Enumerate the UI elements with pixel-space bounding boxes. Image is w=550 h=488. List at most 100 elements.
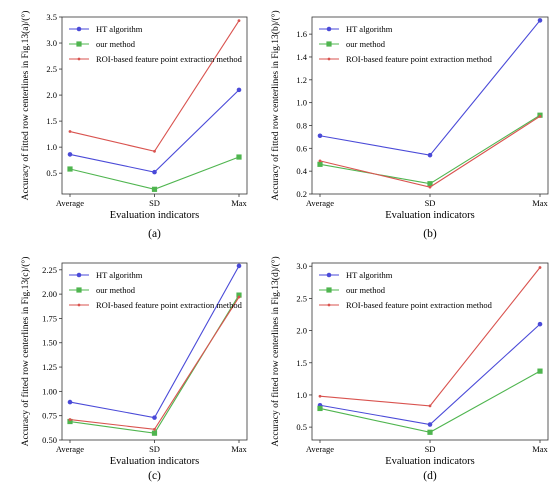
data-point-ht [427, 422, 433, 427]
data-point-ht [537, 18, 543, 23]
data-point-ours [151, 430, 158, 436]
legend-marker-ours [76, 41, 82, 47]
legend-label-ht: HT algorithm [96, 24, 143, 34]
x-tick-label: Max [231, 444, 247, 454]
y-tick-label: 1.6 [296, 29, 307, 39]
data-point-roi [538, 114, 542, 118]
y-tick-label: 0.6 [296, 143, 307, 153]
x-axis-label: Evaluation indicators [385, 210, 475, 221]
data-point-ours [67, 166, 73, 172]
legend-label-roi: ROI-based feature point extraction metho… [346, 54, 493, 64]
data-point-roi [153, 149, 156, 153]
data-point-ours [427, 181, 433, 187]
x-tick-label: Max [532, 198, 548, 208]
legend-label-ht: HT algorithm [346, 24, 393, 34]
panel-caption: (d) [423, 470, 437, 482]
legend-label-ours: our method [346, 285, 386, 295]
data-point-roi [318, 394, 322, 398]
x-axis-label: Evaluation indicators [110, 210, 200, 221]
data-point-roi [237, 19, 241, 23]
legend-marker-ours [326, 41, 332, 47]
panel-caption: (c) [148, 470, 161, 482]
data-point-ours [317, 405, 323, 412]
x-axis-label: Evaluation indicators [110, 456, 200, 467]
y-tick-label: 2.0 [46, 90, 57, 100]
data-point-roi [318, 159, 322, 163]
y-tick-label: 1.4 [296, 52, 307, 62]
x-tick-label: Average [56, 198, 84, 208]
data-point-ht [67, 399, 73, 405]
data-point-ht [67, 152, 73, 157]
x-tick-label: Average [56, 444, 84, 454]
panel-caption: (a) [148, 228, 161, 240]
y-axis-label: Accuracy of fitted row centerlines in Fi… [20, 11, 31, 201]
y-axis-label: Accuracy of fitted row centerlines in Fi… [20, 257, 31, 447]
y-tick-label: 3.0 [46, 38, 57, 48]
y-tick-label: 1.0 [296, 390, 307, 400]
y-tick-label: 0.50 [42, 435, 57, 445]
data-point-ours [236, 154, 242, 160]
data-point-roi [428, 185, 432, 189]
x-tick-label: SD [425, 198, 436, 208]
y-tick-label: 2.0 [296, 326, 307, 336]
data-point-ht [537, 321, 543, 327]
legend-label-ours: our method [96, 39, 136, 49]
data-point-ht [152, 169, 157, 175]
y-tick-label: 0.4 [296, 166, 307, 176]
legend: HT algorithm our method ROI-based feature … [319, 270, 493, 310]
y-tick-label: 0.5 [296, 422, 307, 432]
legend-marker-ht [76, 26, 82, 32]
legend-marker-roi [327, 303, 331, 307]
y-tick-label: 0.75 [42, 411, 57, 421]
data-point-ours [151, 186, 158, 192]
y-tick-label: 1.75 [42, 313, 57, 323]
data-point-ht [152, 415, 157, 420]
legend-marker-ours [76, 287, 82, 293]
legend-label-ht: HT algorithm [96, 270, 143, 280]
panels: 0.5 1.0 1.5 2.0 2.5 3.0 3.5 Average SD Max Evaluat… [20, 10, 549, 482]
y-axis-label: Accuracy of fitted row centerlines in Fi… [270, 256, 281, 446]
legend-marker-ht [326, 272, 332, 278]
legend-marker-roi [77, 57, 81, 61]
data-point-roi [428, 404, 432, 408]
data-point-roi [237, 295, 241, 299]
legend: HT algorithm our method ROI-based feature … [69, 270, 243, 310]
legend: HT algorithm our method ROI-based feature … [319, 24, 493, 64]
data-point-ours [236, 292, 242, 298]
data-point-roi [538, 266, 542, 269]
y-tick-label: 0.2 [296, 189, 307, 199]
y-tick-label: 2.5 [296, 293, 307, 303]
y-tick-label: 2.5 [46, 64, 57, 74]
data-point-roi [68, 130, 72, 133]
legend-marker-ours [326, 287, 332, 293]
x-tick-label: Max [532, 444, 548, 454]
x-tick-label: SD [149, 444, 160, 454]
legend-marker-roi [327, 57, 331, 61]
legend-marker-ht [76, 272, 82, 278]
legend-label-roi: ROI-based feature point extraction metho… [346, 300, 493, 310]
legend-label-ht: HT algorithm [346, 270, 393, 280]
y-tick-label: 0.8 [296, 120, 307, 130]
legend: HT algorithm our method ROI-based feature … [69, 24, 243, 64]
chart-panel-1: 0.5 1.0 1.5 2.0 2.5 3.0 3.5 Average SD Max Evaluat… [20, 11, 248, 240]
y-tick-label: 1.0 [46, 142, 57, 152]
y-tick-label: 0.5 [46, 168, 57, 178]
legend-label-roi: ROI-based feature point extraction metho… [96, 54, 243, 64]
data-point-ht [317, 133, 323, 139]
x-tick-label: Max [231, 198, 247, 208]
y-tick-label: 1.2 [296, 75, 307, 85]
y-tick-label: 1.50 [42, 338, 57, 348]
data-point-ht [236, 87, 242, 93]
chart-panel-4: 0.5 1.0 1.5 2.0 2.5 3.0 Average SD Max Evaluation… [270, 256, 549, 482]
legend-label-ours: our method [346, 39, 386, 49]
y-tick-label: 1.5 [46, 116, 57, 126]
legend-marker-ht [326, 26, 332, 32]
x-tick-label: Average [306, 198, 334, 208]
y-axis-label: Accuracy of fitted row centerlines in Fi… [270, 10, 281, 200]
data-point-ours [427, 429, 433, 435]
data-point-ours [317, 161, 323, 167]
y-tick-label: 2.00 [42, 289, 57, 299]
y-tick-label: 2.25 [42, 265, 57, 275]
